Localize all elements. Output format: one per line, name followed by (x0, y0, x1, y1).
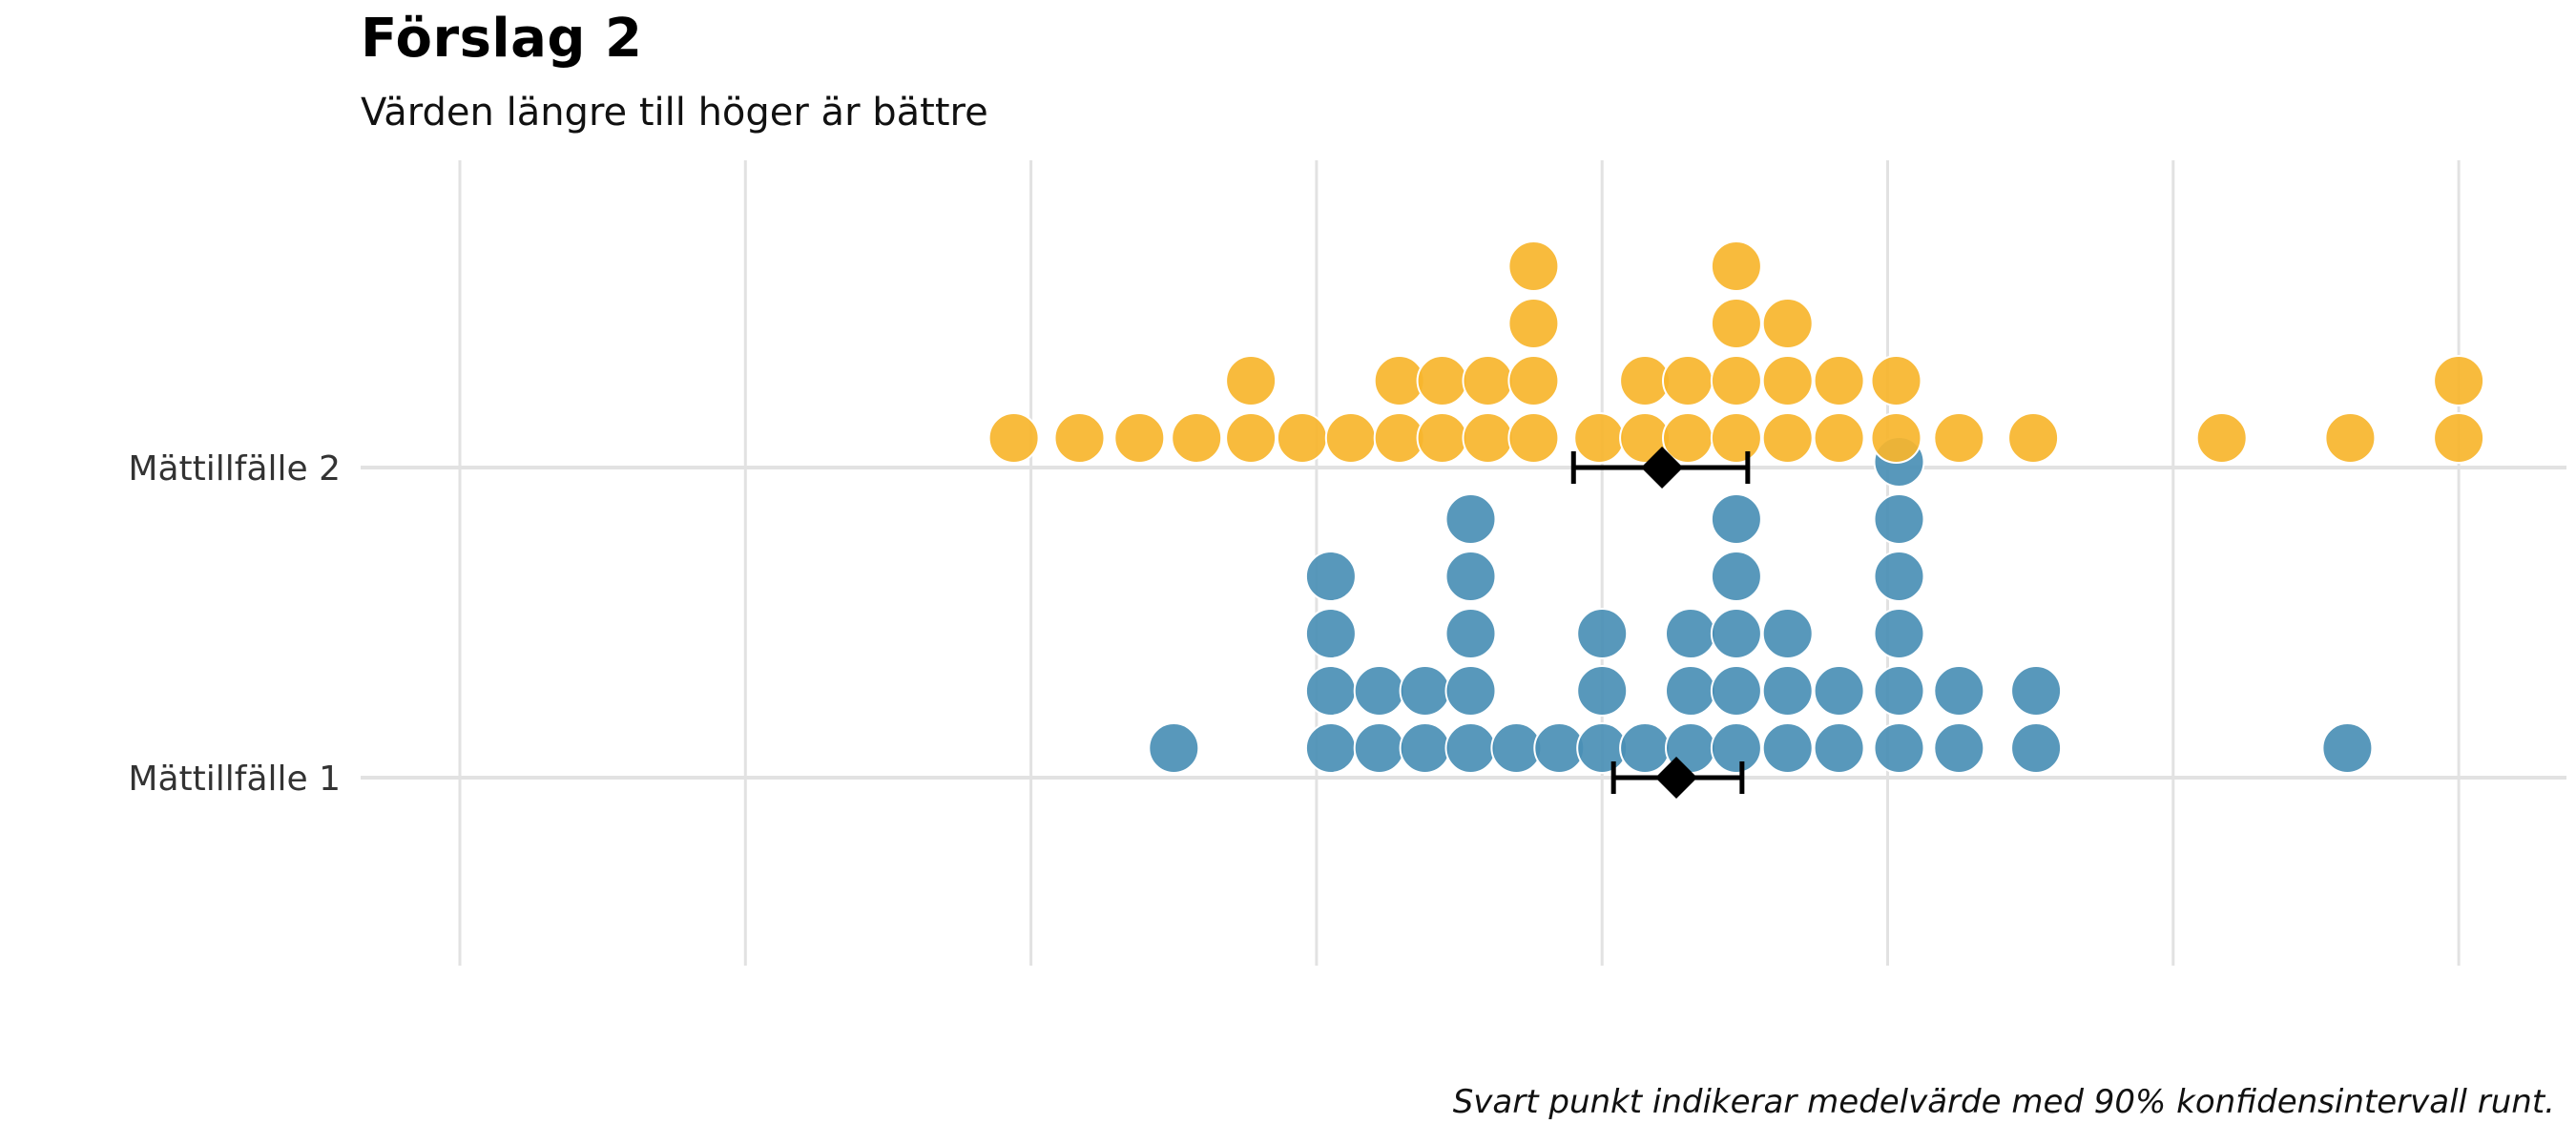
chart-caption: Svart punkt indikerar medelvärde med 90%… (1452, 1083, 2555, 1121)
data-point (1665, 608, 1716, 659)
data-point (2195, 412, 2248, 464)
y-tick-label: Mättillfälle 2 (128, 449, 341, 489)
data-point (1710, 412, 1762, 464)
data-point (1933, 412, 1985, 464)
data-point (1933, 722, 1985, 774)
data-point (1276, 412, 1328, 464)
data-point (1399, 665, 1451, 717)
data-point (1710, 551, 1762, 602)
data-point (1873, 665, 1925, 717)
data-point (1444, 665, 1497, 717)
data-point (1507, 298, 1560, 349)
data-point (1304, 551, 1357, 602)
data-point (1662, 355, 1714, 406)
data-point (1710, 608, 1762, 659)
data-point (1813, 412, 1865, 464)
data-point (1507, 412, 1560, 464)
y-tick-labels: Mättillfälle 1 Mättillfälle 2 (128, 449, 341, 799)
data-point (1444, 722, 1497, 774)
data-point (1416, 412, 1468, 464)
data-point (1573, 412, 1626, 464)
data-point (2007, 412, 2060, 464)
means-layer (1570, 447, 1751, 799)
data-point (1353, 722, 1405, 774)
data-point (1304, 608, 1357, 659)
data-point (1225, 355, 1278, 406)
data-point (1813, 665, 1865, 717)
data-point (1761, 355, 1814, 406)
chart-title: Förslag 2 (361, 8, 643, 70)
data-point (1710, 665, 1762, 717)
y-tick-label: Mättillfälle 1 (128, 760, 341, 799)
data-point (1399, 722, 1451, 774)
x-grid (458, 160, 2461, 966)
data-point (1576, 608, 1629, 659)
data-point (1576, 665, 1629, 717)
data-point (1761, 412, 1814, 464)
data-point (1148, 722, 1200, 774)
mean-marker (1641, 447, 1684, 489)
data-point (1710, 240, 1762, 292)
data-point (987, 412, 1040, 464)
data-point (1324, 412, 1377, 464)
data-point (1462, 355, 1514, 406)
y-grid (361, 466, 2566, 780)
data-point (1761, 722, 1814, 774)
data-point (1444, 493, 1497, 545)
dots-layer (987, 240, 2485, 774)
data-point (1761, 298, 1814, 349)
data-point (1444, 551, 1497, 602)
data-point (1171, 412, 1223, 464)
data-point (2321, 722, 2374, 774)
mean-marker (1655, 757, 1698, 799)
data-point (1665, 665, 1716, 717)
data-point (1444, 608, 1497, 659)
data-point (2010, 722, 2063, 774)
data-point (1353, 665, 1405, 717)
chart-subtitle: Värden längre till höger är bättre (361, 91, 988, 135)
data-point (1619, 722, 1672, 774)
data-point (1873, 493, 1925, 545)
data-point (1225, 412, 1278, 464)
data-point (1761, 665, 1814, 717)
data-point (1507, 240, 1560, 292)
data-point (1933, 665, 1985, 717)
data-point (1113, 412, 1166, 464)
data-point (1304, 722, 1357, 774)
data-point (1870, 412, 1922, 464)
data-point (1507, 355, 1560, 406)
data-point (1462, 412, 1514, 464)
data-point (1870, 355, 1922, 406)
data-point (1416, 355, 1468, 406)
data-point (1710, 298, 1762, 349)
data-point (1710, 355, 1762, 406)
data-point (1761, 608, 1814, 659)
data-point (1053, 412, 1106, 464)
data-point (2010, 665, 2063, 717)
data-point (1873, 608, 1925, 659)
data-point (1873, 551, 1925, 602)
data-point (2433, 355, 2485, 406)
data-point (1813, 355, 1865, 406)
data-point (1710, 722, 1762, 774)
data-point (1710, 493, 1762, 545)
data-point (1873, 722, 1925, 774)
data-point (1304, 665, 1357, 717)
data-point (2433, 412, 2485, 464)
data-point (1813, 722, 1865, 774)
data-point (2324, 412, 2377, 464)
